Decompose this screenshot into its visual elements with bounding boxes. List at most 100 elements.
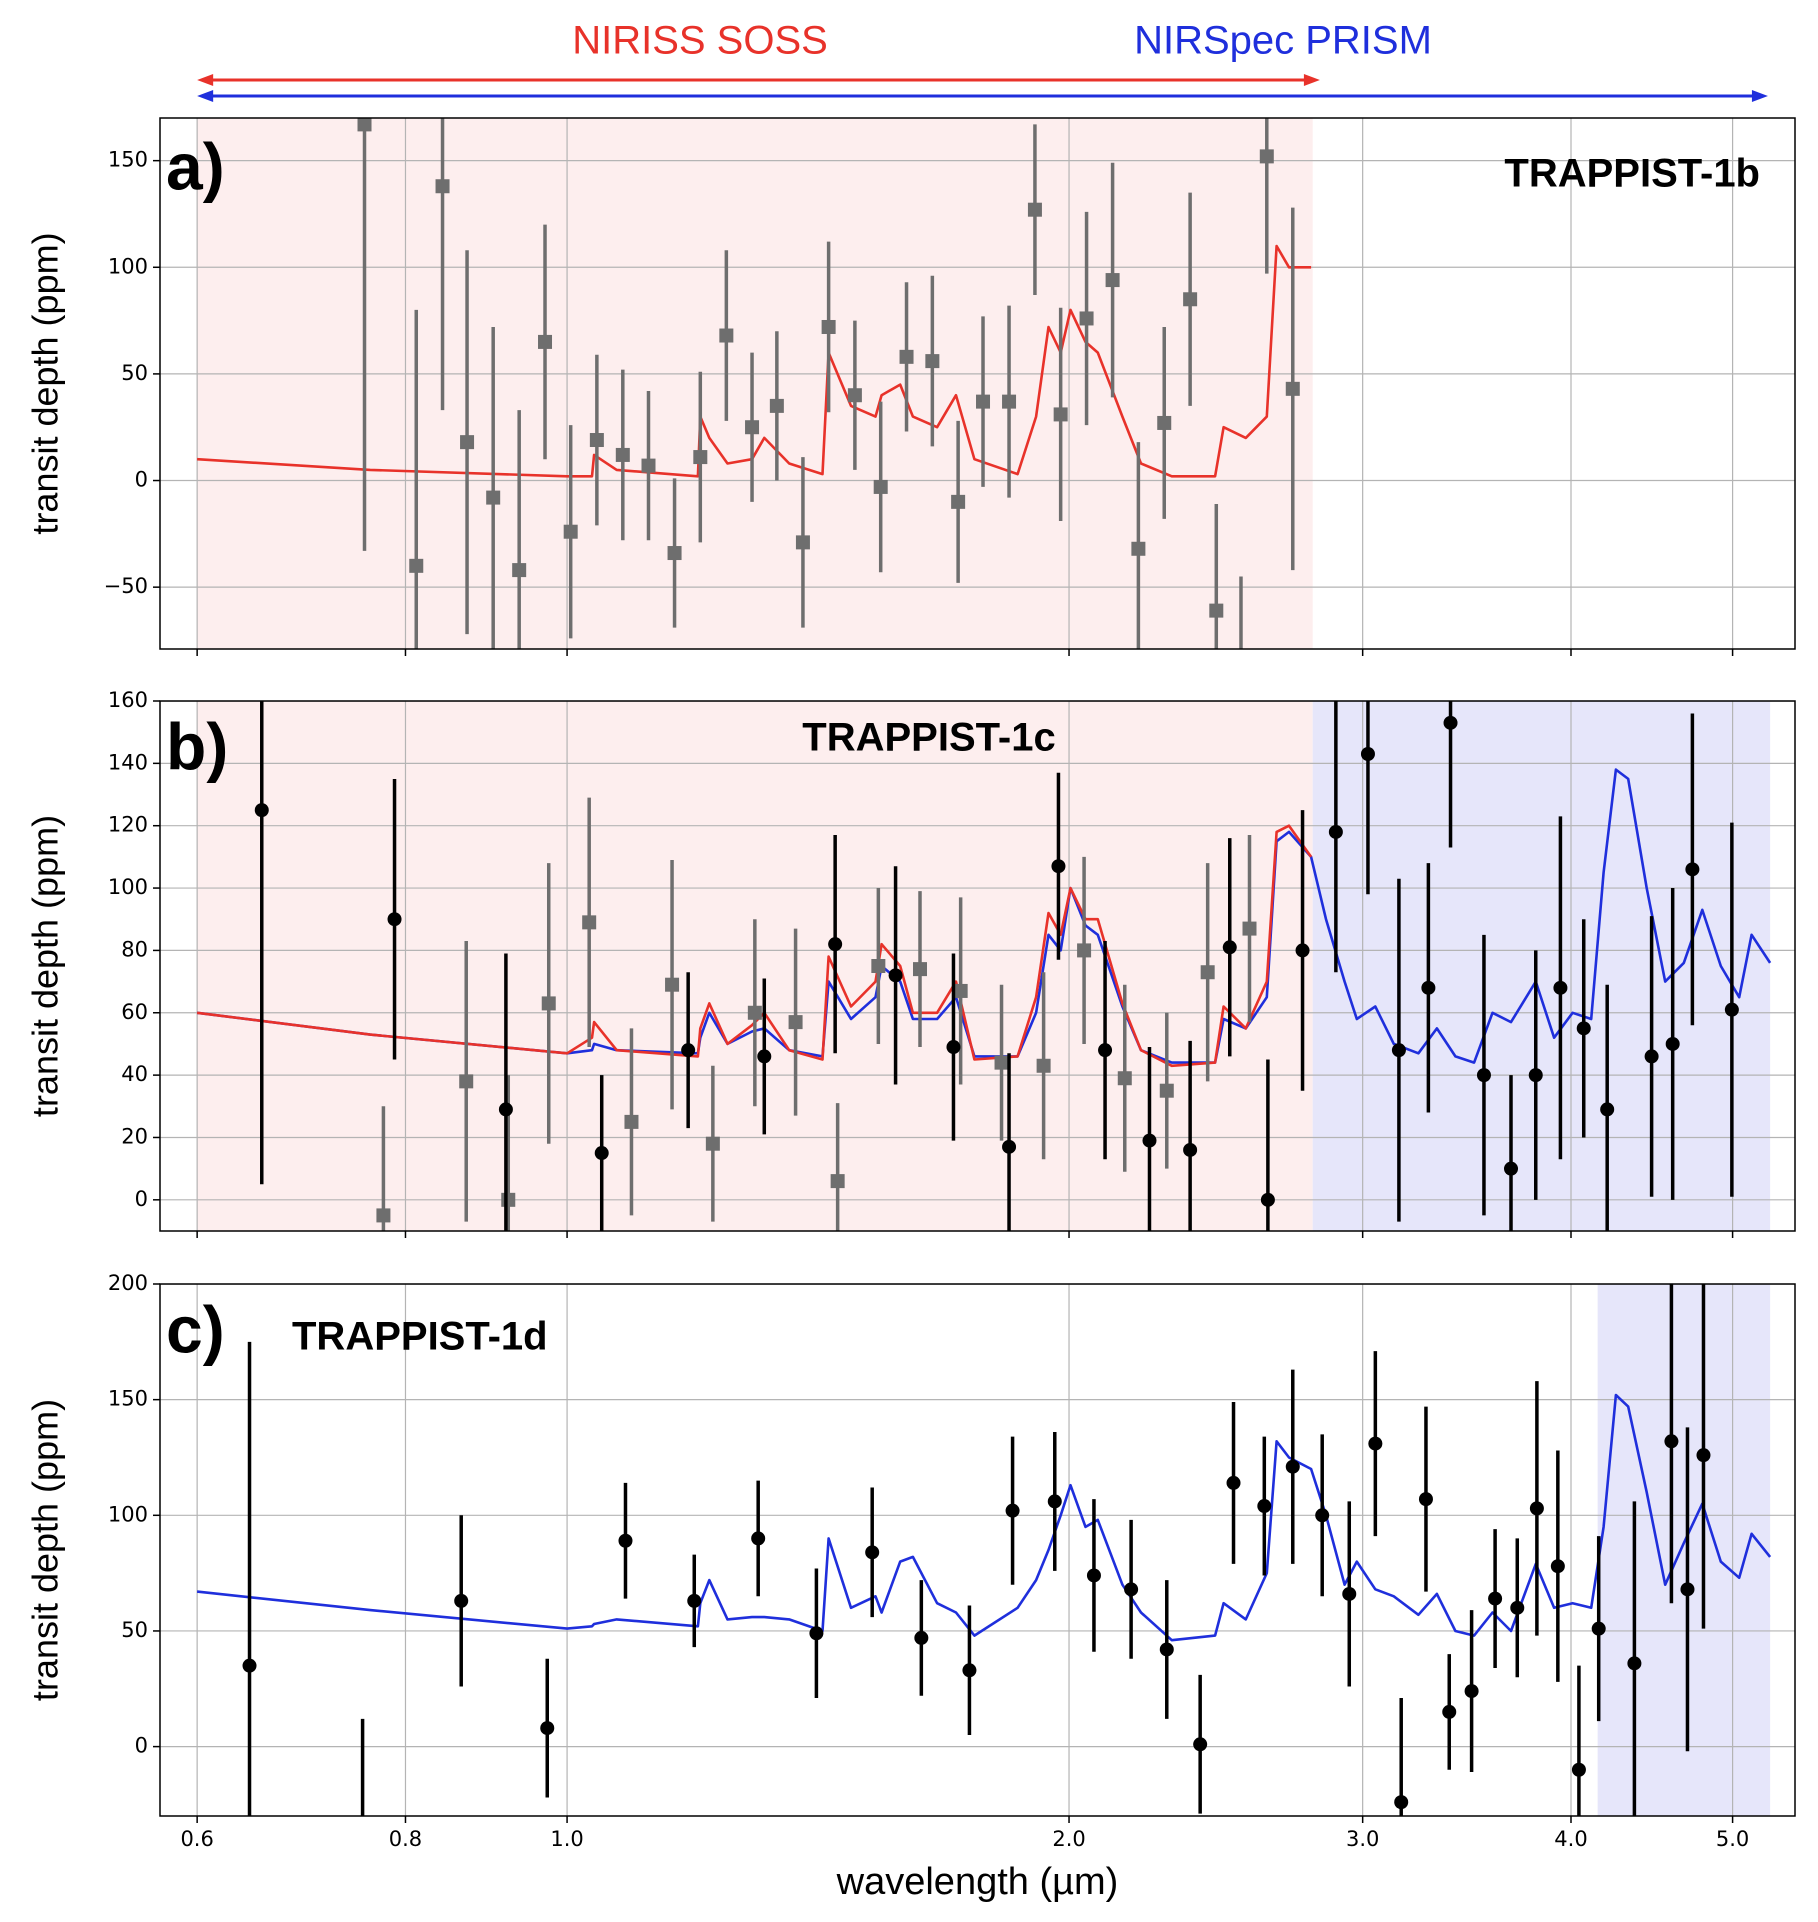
y-tick-label: −50	[104, 574, 148, 598]
axes-frame	[159, 117, 1796, 650]
data-point	[594, 1146, 609, 1161]
data-point	[454, 1593, 469, 1608]
data-point	[1027, 202, 1042, 217]
data-point	[459, 1074, 474, 1089]
data-point	[665, 977, 680, 992]
data-point	[1079, 311, 1094, 326]
data-point	[1234, 687, 1248, 701]
data-point	[809, 1626, 824, 1641]
y-tick-label: 40	[121, 1062, 148, 1086]
data-point	[1159, 1642, 1174, 1657]
data-point	[538, 334, 553, 349]
data-point	[1510, 1600, 1525, 1615]
y-tick-label: 100	[108, 1502, 148, 1526]
y-axis-label: transit depth (ppm)	[25, 815, 66, 1117]
data-point	[1124, 1582, 1139, 1597]
data-point	[1047, 1494, 1062, 1509]
data-point	[1591, 1621, 1606, 1636]
data-point	[356, 1832, 370, 1846]
y-tick-label: 150	[108, 1387, 148, 1411]
y-tick-label: 200	[108, 1271, 148, 1295]
planet-title: TRAPPIST-1c	[802, 716, 1055, 760]
y-tick-label: 160	[108, 688, 148, 712]
data-point	[1680, 1582, 1695, 1597]
data-point	[1550, 1559, 1565, 1574]
data-point	[693, 450, 708, 465]
y-tick-label: 100	[108, 254, 148, 278]
axes-frame	[159, 1283, 1796, 1817]
y-tick-label: 120	[108, 813, 148, 837]
data-point	[1696, 1448, 1711, 1463]
data-point	[1222, 940, 1237, 955]
plot-area	[160, 701, 1795, 1231]
data-point	[435, 179, 450, 194]
shaded-span	[1597, 1284, 1771, 1816]
data-point	[563, 524, 578, 539]
arrow-head	[1303, 74, 1320, 86]
data-point	[1051, 859, 1066, 874]
data-point	[745, 420, 760, 435]
data-point	[1242, 921, 1257, 936]
data-point	[865, 1545, 880, 1560]
y-tick-label: 50	[121, 1618, 148, 1642]
planet-title: TRAPPIST-1d	[292, 1315, 548, 1359]
data-point	[1002, 394, 1017, 409]
data-point	[687, 1593, 702, 1608]
data-point	[1394, 1795, 1409, 1810]
data-point	[1476, 1068, 1491, 1083]
data-point	[512, 563, 527, 578]
data-point	[1443, 715, 1458, 730]
data-point	[1685, 862, 1700, 877]
data-point	[1260, 1192, 1275, 1207]
y-tick-label: 100	[108, 875, 148, 899]
data-point	[1117, 1071, 1132, 1086]
data-point	[1418, 1492, 1433, 1507]
y-tick-label: 50	[121, 361, 148, 385]
x-axis-label: wavelength (µm)	[836, 1861, 1119, 1903]
data-point	[830, 1174, 845, 1189]
data-point	[1600, 1102, 1615, 1117]
data-point	[913, 962, 928, 977]
data-point	[1528, 1068, 1543, 1083]
data-point	[498, 1102, 513, 1117]
data-point	[1442, 1704, 1457, 1719]
data-point	[873, 479, 888, 494]
plot-area	[160, 1284, 1795, 1846]
data-point	[925, 354, 940, 369]
data-point	[486, 490, 501, 505]
data-point	[1644, 1049, 1659, 1064]
x-tick-label: 1.0	[550, 1827, 583, 1851]
data-point	[1488, 1591, 1503, 1606]
data-point	[962, 1663, 977, 1678]
plot-area	[160, 118, 1795, 701]
data-point	[1576, 1021, 1591, 1036]
arrow-head	[197, 90, 214, 102]
shaded-span	[197, 118, 1313, 649]
data-point	[788, 1015, 803, 1030]
instrument-label: NIRISS SOSS	[572, 19, 828, 63]
data-point	[1098, 1043, 1113, 1058]
data-point	[641, 458, 656, 473]
y-tick-label: 150	[108, 148, 148, 172]
y-tick-label: 60	[121, 1000, 148, 1024]
panel-label: a)	[166, 129, 225, 203]
x-tick-label: 4.0	[1554, 1827, 1587, 1851]
x-tick-label: 0.8	[389, 1827, 422, 1851]
data-point	[624, 1114, 639, 1129]
data-point	[1036, 1058, 1051, 1073]
y-tick-label: 0	[135, 1187, 148, 1211]
x-tick-label: 2.0	[1052, 1827, 1085, 1851]
data-point	[847, 388, 862, 403]
axes-frame	[159, 700, 1796, 1232]
data-point	[501, 1192, 516, 1207]
data-point	[1086, 1568, 1101, 1583]
data-point	[828, 937, 843, 952]
data-point	[769, 398, 784, 413]
data-point	[409, 558, 424, 573]
data-point	[1077, 943, 1092, 958]
data-point	[899, 349, 914, 364]
data-point	[1142, 1133, 1157, 1148]
y-axis-label: transit depth (ppm)	[25, 232, 66, 534]
